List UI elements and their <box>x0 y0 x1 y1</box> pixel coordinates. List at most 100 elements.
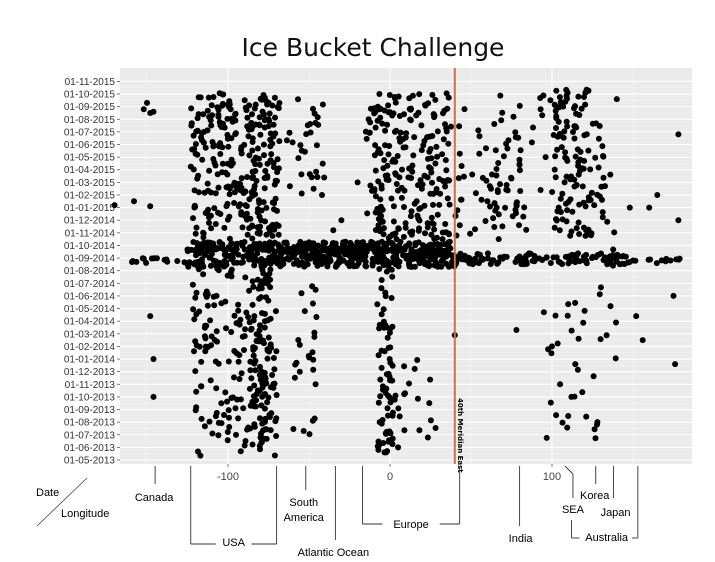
data-point <box>522 254 529 261</box>
data-point <box>521 204 528 211</box>
data-point <box>200 139 207 146</box>
data-point <box>528 139 535 146</box>
data-point <box>244 174 251 180</box>
data-point <box>495 160 502 166</box>
data-point <box>576 201 583 208</box>
data-point <box>445 239 452 246</box>
data-point <box>236 376 243 382</box>
data-point <box>490 257 497 264</box>
data-point <box>202 144 209 151</box>
data-point <box>414 395 421 402</box>
data-point <box>204 291 211 298</box>
data-point <box>516 167 523 174</box>
data-point <box>406 95 413 102</box>
region-annotations: Canada USA South America Atlantic Ocean Europ… <box>135 465 639 559</box>
data-point <box>614 251 621 258</box>
data-point <box>222 169 229 176</box>
data-point <box>369 187 375 194</box>
data-point <box>298 171 305 178</box>
data-point <box>381 247 388 254</box>
data-point <box>611 229 618 236</box>
data-point <box>254 145 261 152</box>
y-tick-label: 01-05-2013 <box>64 456 116 467</box>
data-point <box>408 246 415 253</box>
data-point <box>238 150 245 157</box>
y-tick-label: 01-02-2014 <box>64 342 116 353</box>
data-point <box>438 251 445 258</box>
data-point <box>552 174 559 181</box>
data-point <box>253 331 260 338</box>
data-point <box>273 392 280 398</box>
data-point <box>311 333 318 340</box>
data-point <box>382 172 389 179</box>
data-point <box>267 143 274 150</box>
data-point <box>478 196 485 203</box>
data-point <box>439 151 446 158</box>
y-tick-label: 01-07-2015 <box>64 127 116 138</box>
data-point <box>286 129 293 136</box>
data-point <box>192 294 199 301</box>
data-point <box>530 124 536 131</box>
data-point <box>595 135 602 142</box>
data-point <box>424 434 431 441</box>
x-tick-label: 100 <box>543 471 561 483</box>
data-point <box>249 278 256 285</box>
data-point <box>572 361 579 368</box>
data-point <box>319 160 326 167</box>
data-point <box>400 233 407 240</box>
data-point <box>581 224 587 231</box>
data-point <box>310 366 317 373</box>
data-point <box>469 171 476 178</box>
data-point <box>639 337 646 344</box>
data-point <box>257 415 263 422</box>
data-point <box>417 205 424 212</box>
data-point <box>230 115 237 122</box>
data-point <box>552 108 559 114</box>
data-point <box>573 110 580 117</box>
data-point <box>244 114 251 121</box>
data-point <box>226 185 233 192</box>
data-point <box>447 245 454 252</box>
data-point <box>253 391 260 398</box>
region-label: SEA <box>562 504 585 516</box>
region-label: South <box>289 497 318 509</box>
data-point <box>213 409 220 416</box>
y-tick-label: 01-11-2013 <box>65 380 116 391</box>
data-point <box>399 166 405 173</box>
data-point <box>242 438 249 444</box>
data-point <box>440 136 447 143</box>
data-point <box>482 218 489 224</box>
data-point <box>207 317 214 324</box>
data-point <box>208 225 215 232</box>
data-point <box>475 127 482 134</box>
data-point <box>483 177 490 184</box>
data-point <box>231 312 238 319</box>
data-point <box>398 184 405 191</box>
data-point <box>269 221 276 228</box>
y-tick-label: 01-06-2015 <box>64 140 116 151</box>
data-points <box>111 86 683 459</box>
data-point <box>252 242 259 249</box>
data-point <box>241 141 248 148</box>
data-point <box>261 324 268 331</box>
data-point <box>549 343 555 350</box>
data-point <box>551 166 558 173</box>
data-point <box>263 204 270 211</box>
x-axis-ticks: -100 0 100 <box>217 464 561 483</box>
data-point <box>257 376 264 383</box>
data-point <box>267 341 274 348</box>
data-point <box>192 368 199 375</box>
data-point <box>263 426 270 433</box>
data-point <box>289 139 296 146</box>
data-point <box>211 142 218 149</box>
data-point <box>291 251 298 258</box>
data-point <box>250 346 257 353</box>
data-point <box>378 364 385 371</box>
corner-divider <box>36 477 88 527</box>
x-axis-title: Longitude <box>61 508 109 520</box>
data-point <box>391 396 398 403</box>
data-point <box>210 257 217 264</box>
data-point <box>215 360 222 367</box>
data-point <box>389 112 396 119</box>
data-point <box>492 147 499 154</box>
